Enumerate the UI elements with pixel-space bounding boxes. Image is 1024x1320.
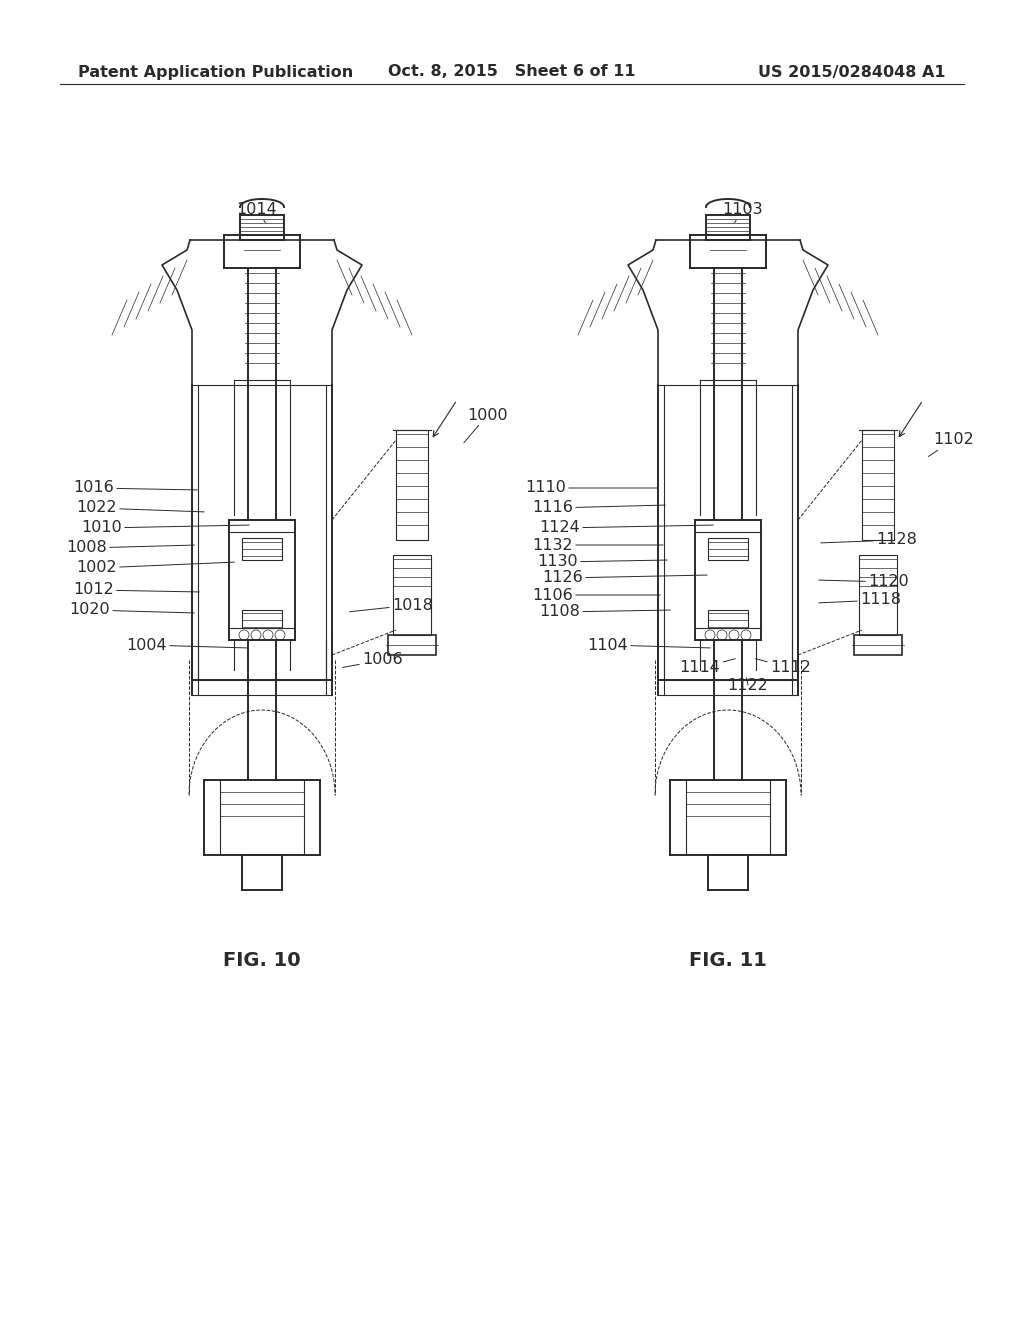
Bar xyxy=(242,610,282,628)
Bar xyxy=(242,539,282,560)
Text: 1118: 1118 xyxy=(819,593,901,607)
Text: Patent Application Publication: Patent Application Publication xyxy=(78,65,353,79)
Bar xyxy=(388,635,436,655)
Bar xyxy=(862,430,894,540)
Text: US 2015/0284048 A1: US 2015/0284048 A1 xyxy=(759,65,946,79)
Bar xyxy=(859,554,897,635)
Text: 1120: 1120 xyxy=(819,574,908,590)
Text: 1108: 1108 xyxy=(539,605,671,619)
Bar xyxy=(708,610,748,628)
Text: 1022: 1022 xyxy=(77,500,204,516)
Bar xyxy=(706,215,750,240)
Text: 1128: 1128 xyxy=(821,532,916,548)
Text: 1012: 1012 xyxy=(74,582,200,598)
Text: 1020: 1020 xyxy=(70,602,195,618)
Bar xyxy=(708,539,748,560)
Text: 1132: 1132 xyxy=(532,537,664,553)
Bar xyxy=(854,635,902,655)
Text: 1004: 1004 xyxy=(126,638,247,652)
Text: 1124: 1124 xyxy=(540,520,714,536)
Text: 1126: 1126 xyxy=(543,570,708,586)
Text: 1110: 1110 xyxy=(525,480,657,495)
Text: 1114: 1114 xyxy=(680,659,735,676)
Text: 1010: 1010 xyxy=(81,520,249,536)
Text: 1014: 1014 xyxy=(237,202,278,223)
Text: 1000: 1000 xyxy=(464,408,508,444)
Text: 1006: 1006 xyxy=(343,652,402,668)
Text: 1102: 1102 xyxy=(929,433,974,457)
Text: FIG. 11: FIG. 11 xyxy=(689,950,767,969)
Bar xyxy=(240,215,284,240)
Bar xyxy=(396,430,428,540)
Text: Oct. 8, 2015   Sheet 6 of 11: Oct. 8, 2015 Sheet 6 of 11 xyxy=(388,65,636,79)
Bar xyxy=(393,554,431,635)
Text: 1002: 1002 xyxy=(77,561,234,576)
Text: 1018: 1018 xyxy=(350,598,433,612)
Text: 1106: 1106 xyxy=(532,587,660,602)
Text: 1103: 1103 xyxy=(723,202,763,223)
Text: FIG. 10: FIG. 10 xyxy=(223,950,301,969)
Text: 1016: 1016 xyxy=(74,480,198,495)
Text: 1122: 1122 xyxy=(728,677,768,693)
Text: 1130: 1130 xyxy=(538,554,668,569)
Text: 1112: 1112 xyxy=(756,659,811,676)
Text: 1116: 1116 xyxy=(532,500,666,516)
Text: 1008: 1008 xyxy=(67,540,195,556)
Text: 1104: 1104 xyxy=(587,638,711,652)
